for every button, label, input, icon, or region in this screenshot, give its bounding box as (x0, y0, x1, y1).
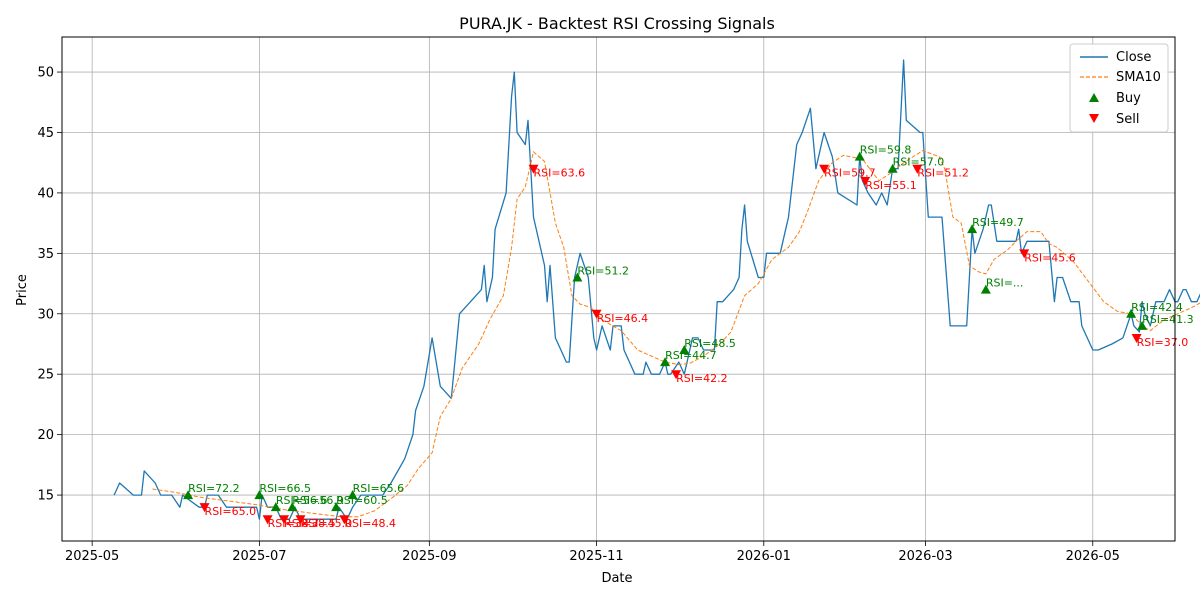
sell-rsi-label: RSI=59.7 (824, 167, 876, 180)
x-axis-label: Date (601, 571, 632, 586)
legend-buy-label: Buy (1116, 91, 1141, 106)
sell-marker (199, 503, 210, 513)
buy-rsi-label: RSI=65.6 (353, 482, 405, 495)
y-tick-label: 50 (37, 66, 54, 81)
buy-marker (1137, 320, 1148, 330)
buy-marker (967, 224, 978, 234)
y-tick-label: 20 (37, 428, 54, 443)
sell-rsi-label: RSI=46.4 (597, 312, 649, 325)
chart-title: PURA.JK - Backtest RSI Crossing Signals (459, 14, 775, 33)
buy-rsi-label: RSI=44.7 (665, 349, 717, 362)
y-tick-label: 15 (37, 489, 54, 504)
buy-rsi-label: RSI=66.5 (259, 482, 311, 495)
sell-marker (339, 515, 350, 525)
sell-rsi-label: RSI=51.2 (917, 167, 969, 180)
buy-marker (660, 357, 671, 367)
buy-rsi-label: RSI=48.5 (684, 337, 736, 350)
sell-rsi-label: RSI=42.2 (676, 372, 728, 385)
buy-marker (254, 490, 265, 500)
sell-marker (1131, 333, 1142, 343)
y-axis-ticks: 15 20 25 30 35 40 45 50 (37, 66, 62, 504)
sell-marker (860, 176, 871, 186)
close-line (113, 59, 1200, 520)
buy-rsi-label: RSI=60.5 (336, 494, 388, 507)
buy-rsi-label: RSI=51.2 (577, 265, 629, 278)
buy-marker (980, 284, 991, 294)
x-tick-label: 2025-09 (402, 549, 456, 564)
sma10-line (152, 150, 1200, 518)
sell-rsi-label: RSI=48.4 (344, 517, 396, 530)
buy-marker (854, 151, 865, 161)
y-tick-label: 25 (37, 368, 54, 383)
sell-marker (279, 515, 290, 525)
y-tick-label: 35 (37, 247, 54, 262)
buy-marker (331, 502, 342, 512)
sell-marker (528, 164, 539, 174)
sell-rsi-label: RSI=37.0 (1137, 336, 1189, 349)
buy-rsi-label: RSI=56.9 (292, 494, 344, 507)
buy-rsi-label: RSI=56.6 (276, 494, 328, 507)
buy-rsi-label: RSI=... (986, 277, 1024, 290)
buy-rsi-label: RSI=41.3 (1142, 313, 1194, 326)
buy-marker (572, 272, 583, 282)
sell-marker (671, 370, 682, 380)
sell-marker (912, 164, 923, 174)
buy-marker (1126, 308, 1137, 318)
sell-marker (819, 164, 830, 174)
x-tick-label: 2026-01 (737, 549, 791, 564)
legend-box (1069, 43, 1169, 133)
x-tick-label: 2025-07 (232, 549, 286, 564)
x-tick-label: 2026-03 (898, 549, 952, 564)
buy-marker (347, 490, 358, 500)
sell-marker (262, 515, 273, 525)
buy-rsi-label: RSI=42.4 (1131, 301, 1183, 314)
buy-rsi-label: RSI=72.2 (188, 482, 240, 495)
legend-buy-marker (1089, 93, 1099, 102)
y-tick-label: 45 (37, 126, 54, 141)
sell-rsi-label: RSI=65.0 (205, 505, 257, 518)
sell-rsi-label: RSI=38.5 (284, 517, 336, 530)
legend-close-label: Close (1116, 50, 1151, 65)
signal-layer: RSI=72.2 RSI=66.5RSI=56.6RSI=56.9RSI=60.5… (183, 144, 1194, 530)
series-layer (113, 59, 1200, 520)
buy-rsi-label: RSI=59.8 (860, 144, 912, 157)
buy-marker (887, 163, 898, 173)
sell-rsi-label: RSI=38.7 (268, 517, 320, 530)
buy-rsi-label: RSI=49.7 (972, 216, 1024, 229)
y-axis-label: Price (15, 274, 30, 306)
y-tick-label: 40 (37, 186, 54, 201)
y-tick-label: 30 (37, 307, 54, 322)
legend-sell-label: Sell (1116, 112, 1139, 127)
buy-marker (270, 502, 281, 512)
plot-frame (61, 36, 1176, 542)
buy-marker (287, 502, 298, 512)
legend: Close SMA10 Buy Sell (1069, 43, 1169, 133)
sell-rsi-label: RSI=63.6 (534, 167, 586, 180)
sell-marker (591, 309, 602, 319)
sell-rsi-label: RSI=45.6 (1024, 251, 1076, 264)
buy-marker (183, 490, 194, 500)
sell-marker (295, 515, 306, 525)
legend-sell-marker (1089, 114, 1099, 123)
x-axis-ticks: 2025-05 2025-07 2025-09 2025-11 2026-01 2026-… (65, 541, 1120, 564)
x-tick-label: 2025-11 (569, 549, 623, 564)
x-tick-label: 2026-05 (1066, 549, 1120, 564)
sell-rsi-label: RSI=55.1 (865, 179, 917, 192)
grid-lines (62, 37, 1175, 541)
sell-marker (1019, 249, 1030, 259)
buy-marker (679, 345, 690, 355)
x-tick-label: 2025-05 (65, 549, 119, 564)
buy-rsi-label: RSI=57.0 (893, 156, 945, 169)
legend-sma-label: SMA10 (1116, 70, 1161, 85)
sell-rsi-label: RSI=45.0 (301, 517, 353, 530)
